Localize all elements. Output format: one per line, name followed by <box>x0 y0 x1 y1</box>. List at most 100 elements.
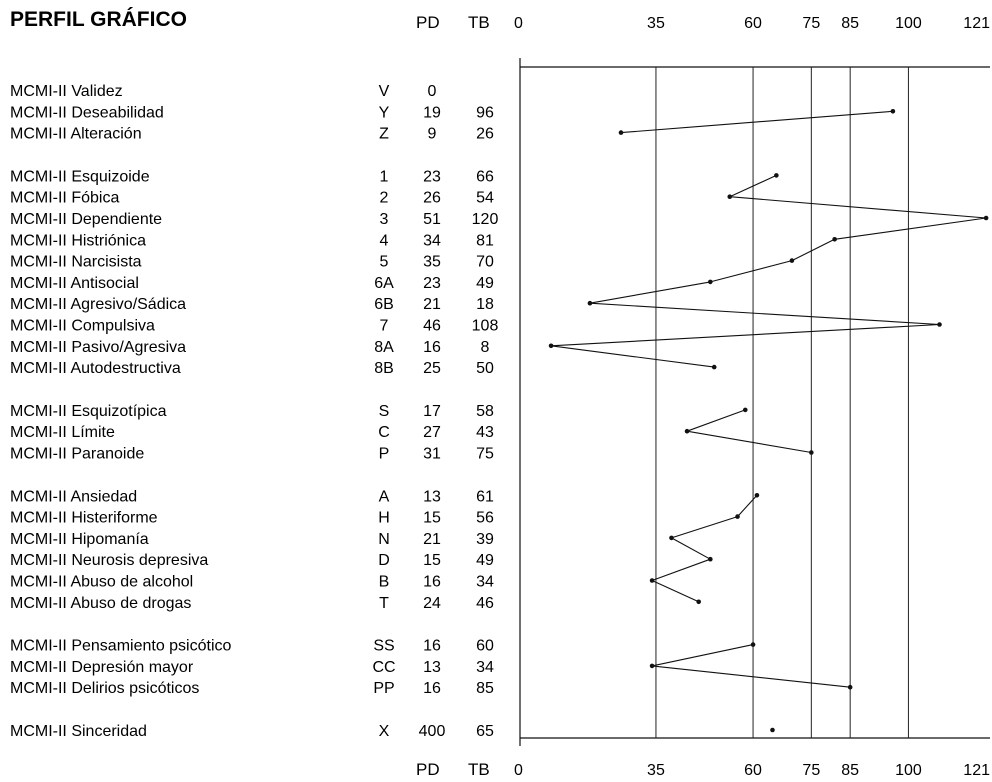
scale-code: 7 <box>380 318 389 335</box>
scale-row: MCMI-II Esquizoide 1 23 66 <box>10 168 494 185</box>
profile-points <box>548 109 989 733</box>
scale-pd: 23 <box>423 168 441 185</box>
reference-lines <box>655 67 909 738</box>
profile-segment <box>651 558 711 582</box>
scale-tb: 50 <box>476 360 494 377</box>
profile-point <box>735 514 740 519</box>
profile-point <box>847 684 853 690</box>
scale-code: V <box>379 83 390 100</box>
scale-name: MCMI-II Abuso de drogas <box>10 595 191 612</box>
scale-tb: 56 <box>476 510 494 527</box>
profile-segment <box>551 345 715 368</box>
scale-code: X <box>379 723 390 740</box>
scale-name: MCMI-II Paranoide <box>10 446 144 463</box>
scale-row: MCMI-II Pensamiento psicótico SS 16 60 <box>10 638 494 655</box>
scale-row: MCMI-II Autodestructiva 8B 25 50 <box>10 360 494 377</box>
profile-point <box>669 535 674 541</box>
top-tick-85: 85 <box>841 15 859 32</box>
scale-pd: 16 <box>423 574 441 591</box>
profile-point <box>770 727 775 733</box>
profile-segment <box>671 516 738 539</box>
profile-segment <box>651 579 699 603</box>
scale-pd: 24 <box>423 595 441 612</box>
footer-tb-label: TB <box>468 760 490 779</box>
profile-point <box>750 642 756 647</box>
scale-code: 2 <box>380 190 389 207</box>
scale-name: MCMI-II Dependiente <box>10 211 162 228</box>
scale-tb: 39 <box>476 531 494 548</box>
scale-tb: 65 <box>476 723 494 740</box>
scale-code: SS <box>373 638 394 655</box>
scale-name: MCMI-II Narcisista <box>10 254 142 271</box>
scale-row: MCMI-II Fóbica 2 26 54 <box>10 190 494 207</box>
scale-pd: 16 <box>423 339 441 356</box>
scale-row: MCMI-II Antisocial 6A 23 49 <box>10 275 494 292</box>
profile-point <box>774 173 779 178</box>
top-tick-35: 35 <box>647 15 665 32</box>
profile-segment <box>686 409 746 432</box>
plot-frame <box>519 58 990 746</box>
profile-segment <box>589 302 940 326</box>
scale-row: MCMI-II Ansiedad A 13 61 <box>10 488 494 505</box>
bottom-tick-labels: 0 35 60 75 85 100 121 <box>514 762 990 779</box>
profile-point <box>832 237 837 242</box>
scale-tb: 61 <box>476 488 494 505</box>
scale-code: 8B <box>374 360 394 377</box>
top-tick-0: 0 <box>514 15 523 32</box>
scale-row: MCMI-II Narcisista 5 35 70 <box>10 254 494 271</box>
profile-segment <box>652 665 851 688</box>
scale-pd: 400 <box>419 723 446 740</box>
scale-pd: 15 <box>423 552 441 569</box>
scale-code: 8A <box>374 339 394 356</box>
bottom-tick-0: 0 <box>514 762 523 779</box>
scale-tb: 8 <box>481 339 490 356</box>
profile-segment <box>686 430 812 454</box>
scale-row: MCMI-II Compulsiva 7 46 108 <box>10 318 498 335</box>
scale-pd: 9 <box>428 126 437 143</box>
scale-pd: 13 <box>423 659 441 676</box>
scale-row: MCMI-II Alteración Z 9 26 <box>10 126 494 143</box>
scale-pd: 34 <box>423 232 441 249</box>
profile-segment <box>620 110 893 134</box>
scale-pd: 17 <box>423 403 441 420</box>
top-tick-121: 121 <box>963 15 990 32</box>
bottom-tick-75: 75 <box>802 762 820 779</box>
scale-tb: 96 <box>476 104 494 121</box>
bottom-tick-100: 100 <box>895 762 922 779</box>
profile-point <box>754 493 760 498</box>
scale-name: MCMI-II Hipomanía <box>10 531 149 548</box>
scale-name: MCMI-II Agresivo/Sádica <box>10 296 186 313</box>
scale-pd: 23 <box>423 275 441 292</box>
scale-pd: 16 <box>423 638 441 655</box>
scale-tb: 60 <box>476 638 494 655</box>
scale-name: MCMI-II Compulsiva <box>10 318 155 335</box>
top-tick-100: 100 <box>895 15 922 32</box>
bottom-tick-60: 60 <box>744 762 762 779</box>
scale-name: MCMI-II Antisocial <box>10 275 139 292</box>
scale-pd: 31 <box>423 446 441 463</box>
scale-code: 6B <box>374 296 394 313</box>
profile-segment <box>791 238 835 262</box>
scale-pd: 26 <box>423 190 441 207</box>
scale-code: N <box>378 531 390 548</box>
scale-tb: 75 <box>476 446 494 463</box>
scale-pd: 21 <box>423 531 441 548</box>
scale-name: MCMI-II Abuso de alcohol <box>10 574 193 591</box>
scale-row: MCMI-II Histriónica 4 34 81 <box>10 232 494 249</box>
profile-segment <box>729 174 777 198</box>
scale-row: MCMI-II Límite C 27 43 <box>10 424 494 441</box>
profile-point <box>937 322 942 327</box>
profile-segment <box>729 196 987 219</box>
profile-point <box>983 215 989 221</box>
scale-pd: 25 <box>423 360 441 377</box>
profile-point <box>684 428 690 434</box>
scale-code: CC <box>372 659 395 676</box>
scale-name: MCMI-II Esquizotípica <box>10 403 167 420</box>
header-pd-label: PD <box>416 13 440 32</box>
profile-point <box>890 109 896 114</box>
profile-point <box>649 578 655 583</box>
scale-row: MCMI-II Sinceridad X 400 65 <box>10 723 494 740</box>
scale-code: 3 <box>380 211 389 228</box>
